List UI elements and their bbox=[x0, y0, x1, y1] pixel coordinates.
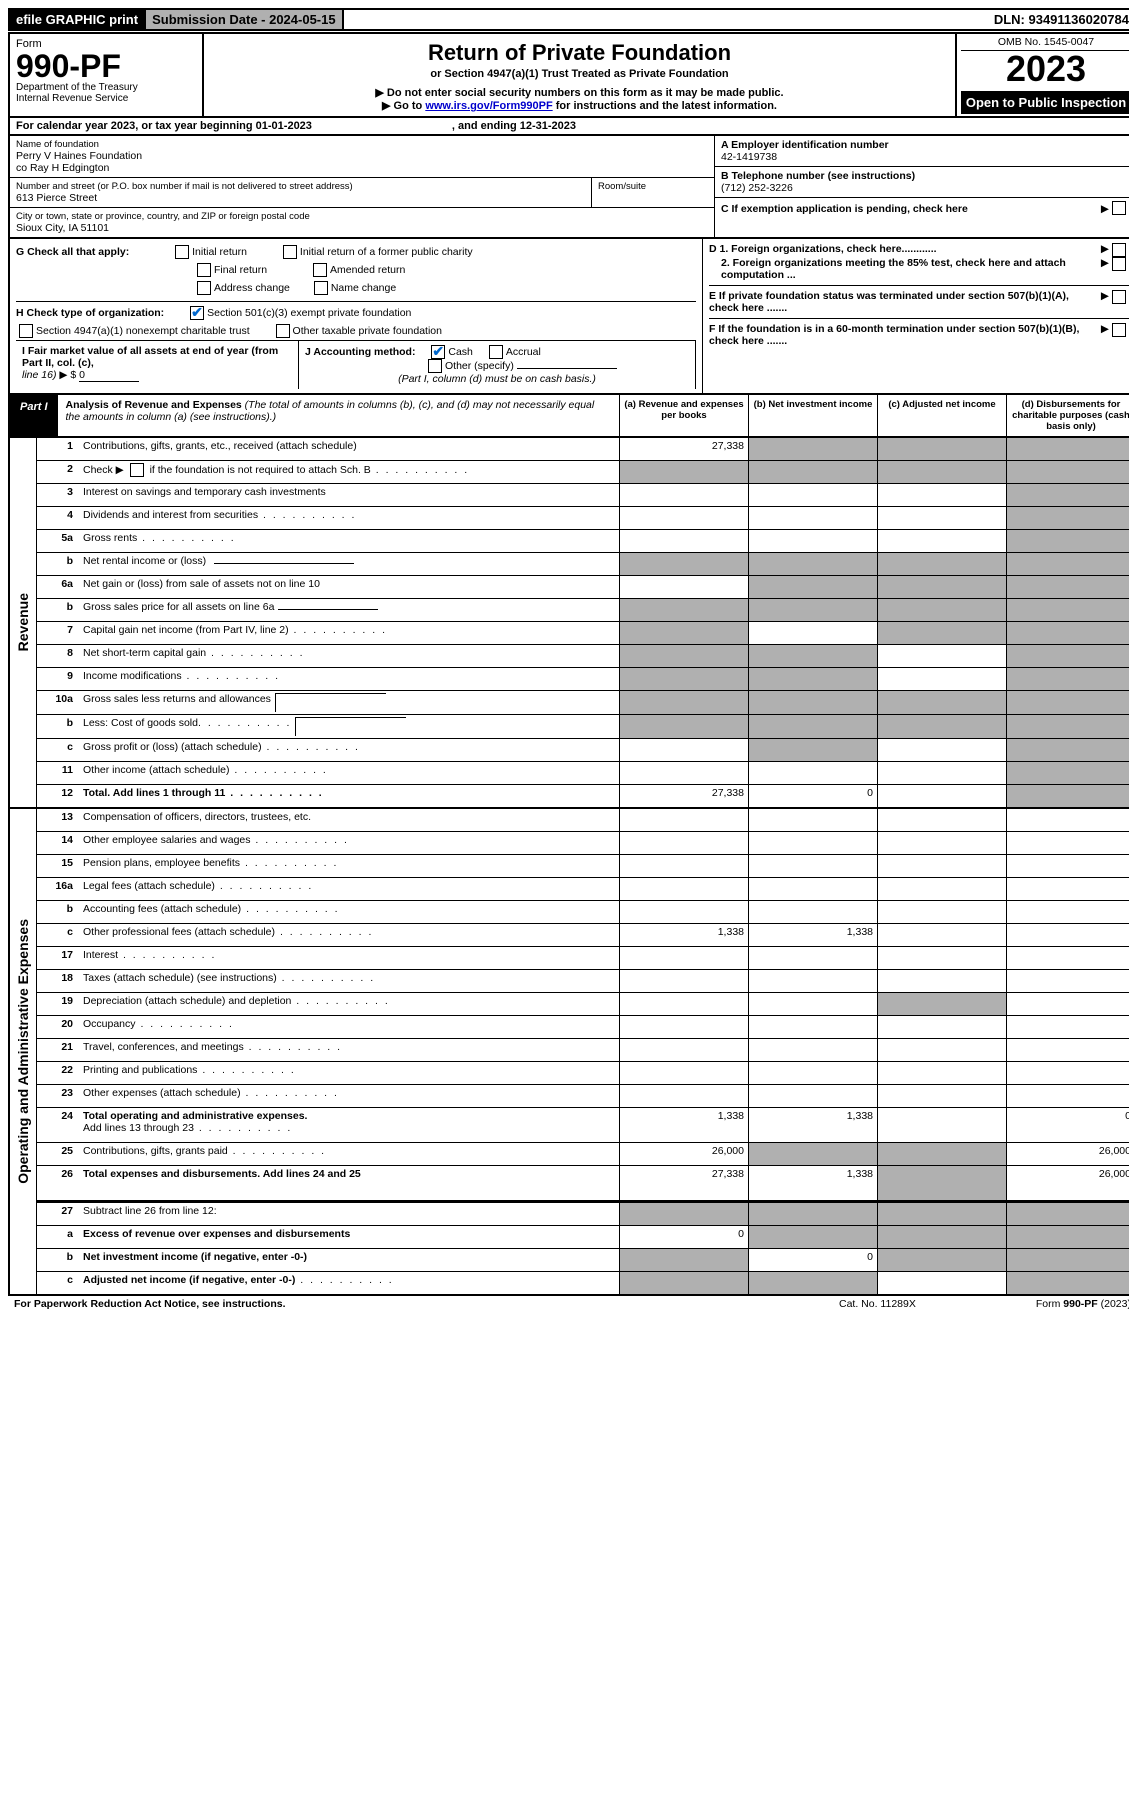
val-26a: 27,338 bbox=[619, 1166, 748, 1200]
val-24b: 1,338 bbox=[748, 1108, 877, 1142]
submission-date: Submission Date - 2024-05-15 bbox=[144, 10, 344, 29]
chk-cash[interactable] bbox=[431, 345, 445, 359]
catalog-number: Cat. No. 11289X bbox=[839, 1298, 916, 1310]
chk-address-change[interactable] bbox=[197, 281, 211, 295]
chk-d1[interactable] bbox=[1112, 243, 1126, 257]
foundation-name-1: Perry V Haines Foundation bbox=[16, 150, 708, 162]
city-label: City or town, state or province, country… bbox=[16, 211, 708, 222]
f-label: F If the foundation is in a 60-month ter… bbox=[709, 323, 1079, 347]
val-24a: 1,338 bbox=[619, 1108, 748, 1142]
chk-501c3[interactable] bbox=[190, 306, 204, 320]
form-number: 990-PF bbox=[16, 50, 196, 82]
ein-label: A Employer identification number bbox=[721, 139, 1129, 151]
form-note-1: ▶ Do not enter social security numbers o… bbox=[210, 86, 949, 99]
efile-print-label: efile GRAPHIC print bbox=[10, 10, 144, 29]
val-24d: 0 bbox=[1006, 1108, 1129, 1142]
col-c-header: (c) Adjusted net income bbox=[877, 395, 1006, 436]
i-label: I Fair market value of all assets at end… bbox=[22, 345, 278, 369]
chk-initial-return[interactable] bbox=[175, 245, 189, 259]
val-16cb: 1,338 bbox=[748, 924, 877, 946]
irs-label: Internal Revenue Service bbox=[16, 93, 196, 104]
address-label: Number and street (or P.O. box number if… bbox=[16, 181, 585, 192]
val-25a: 26,000 bbox=[619, 1143, 748, 1165]
chk-sch-b[interactable] bbox=[130, 463, 144, 477]
chk-initial-former[interactable] bbox=[283, 245, 297, 259]
col-a-header: (a) Revenue and expenses per books bbox=[619, 395, 748, 436]
chk-accrual[interactable] bbox=[489, 345, 503, 359]
g-label: G Check all that apply: bbox=[16, 246, 129, 258]
checks-block: G Check all that apply: Initial return I… bbox=[8, 239, 1129, 395]
val-26d: 26,000 bbox=[1006, 1166, 1129, 1200]
val-27bb: 0 bbox=[748, 1249, 877, 1271]
chk-name-change[interactable] bbox=[314, 281, 328, 295]
j-label: J Accounting method: bbox=[305, 346, 415, 358]
chk-4947a1[interactable] bbox=[19, 324, 33, 338]
chk-f[interactable] bbox=[1112, 323, 1126, 337]
revenue-side-label: Revenue bbox=[10, 438, 37, 807]
phone-value: (712) 252-3226 bbox=[721, 182, 1129, 194]
dept-treasury: Department of the Treasury bbox=[16, 82, 196, 93]
chk-other-taxable[interactable] bbox=[276, 324, 290, 338]
form-footer-label: Form 990-PF (2023) bbox=[1036, 1298, 1129, 1310]
part1-header: Part I Analysis of Revenue and Expenses … bbox=[8, 395, 1129, 438]
fmv-value: 0 bbox=[79, 369, 139, 382]
col-d-header: (d) Disbursements for charitable purpose… bbox=[1006, 395, 1129, 436]
chk-other-method[interactable] bbox=[428, 359, 442, 373]
form-subtitle: or Section 4947(a)(1) Trust Treated as P… bbox=[210, 68, 949, 80]
col-b-header: (b) Net investment income bbox=[748, 395, 877, 436]
val-12b: 0 bbox=[748, 785, 877, 807]
calendar-year-row: For calendar year 2023, or tax year begi… bbox=[8, 118, 1129, 136]
j-note: (Part I, column (d) must be on cash basi… bbox=[305, 373, 689, 385]
chk-d2[interactable] bbox=[1112, 257, 1126, 271]
opex-table: Operating and Administrative Expenses 13… bbox=[8, 809, 1129, 1296]
tax-year: 2023 bbox=[961, 51, 1129, 87]
val-1a: 27,338 bbox=[619, 438, 748, 460]
part1-label: Part I bbox=[10, 395, 58, 436]
form-title: Return of Private Foundation bbox=[210, 40, 949, 66]
room-suite-label: Room/suite bbox=[591, 178, 714, 207]
dln: DLN: 93491136020784 bbox=[988, 10, 1129, 29]
form-header: Form 990-PF Department of the Treasury I… bbox=[8, 32, 1129, 118]
chk-e[interactable] bbox=[1112, 290, 1126, 304]
exemption-checkbox[interactable] bbox=[1112, 201, 1126, 215]
entity-block: Name of foundation Perry V Haines Founda… bbox=[8, 136, 1129, 239]
ein-value: 42-1419738 bbox=[721, 151, 1129, 163]
foundation-name-2: co Ray H Edgington bbox=[16, 162, 708, 174]
phone-label: B Telephone number (see instructions) bbox=[721, 170, 1129, 182]
opex-side-label: Operating and Administrative Expenses bbox=[10, 809, 37, 1294]
exemption-pending-label: C If exemption application is pending, c… bbox=[721, 203, 1101, 215]
val-16ca: 1,338 bbox=[619, 924, 748, 946]
chk-final-return[interactable] bbox=[197, 263, 211, 277]
val-12a: 27,338 bbox=[619, 785, 748, 807]
city-state-zip: Sioux City, IA 51101 bbox=[16, 222, 708, 234]
form-link[interactable]: www.irs.gov/Form990PF bbox=[425, 100, 552, 112]
efile-bar: efile GRAPHIC print Submission Date - 20… bbox=[8, 8, 1129, 31]
chk-amended[interactable] bbox=[313, 263, 327, 277]
part1-title: Analysis of Revenue and Expenses bbox=[66, 399, 242, 411]
val-26b: 1,338 bbox=[748, 1166, 877, 1200]
page-footer: For Paperwork Reduction Act Notice, see … bbox=[8, 1296, 1129, 1312]
form-note-2: ▶ Go to www.irs.gov/Form990PF for instru… bbox=[210, 99, 949, 112]
d1-label: D 1. Foreign organizations, check here..… bbox=[709, 243, 937, 255]
revenue-table: Revenue 1Contributions, gifts, grants, e… bbox=[8, 438, 1129, 809]
pra-notice: For Paperwork Reduction Act Notice, see … bbox=[14, 1298, 286, 1310]
val-27aa: 0 bbox=[619, 1226, 748, 1248]
d2-label: 2. Foreign organizations meeting the 85%… bbox=[721, 257, 1066, 281]
street-address: 613 Pierce Street bbox=[16, 192, 585, 204]
e-label: E If private foundation status was termi… bbox=[709, 290, 1069, 314]
open-public-badge: Open to Public Inspection bbox=[961, 91, 1129, 114]
h-label: H Check type of organization: bbox=[16, 307, 164, 319]
val-25d: 26,000 bbox=[1006, 1143, 1129, 1165]
name-label: Name of foundation bbox=[16, 139, 708, 150]
